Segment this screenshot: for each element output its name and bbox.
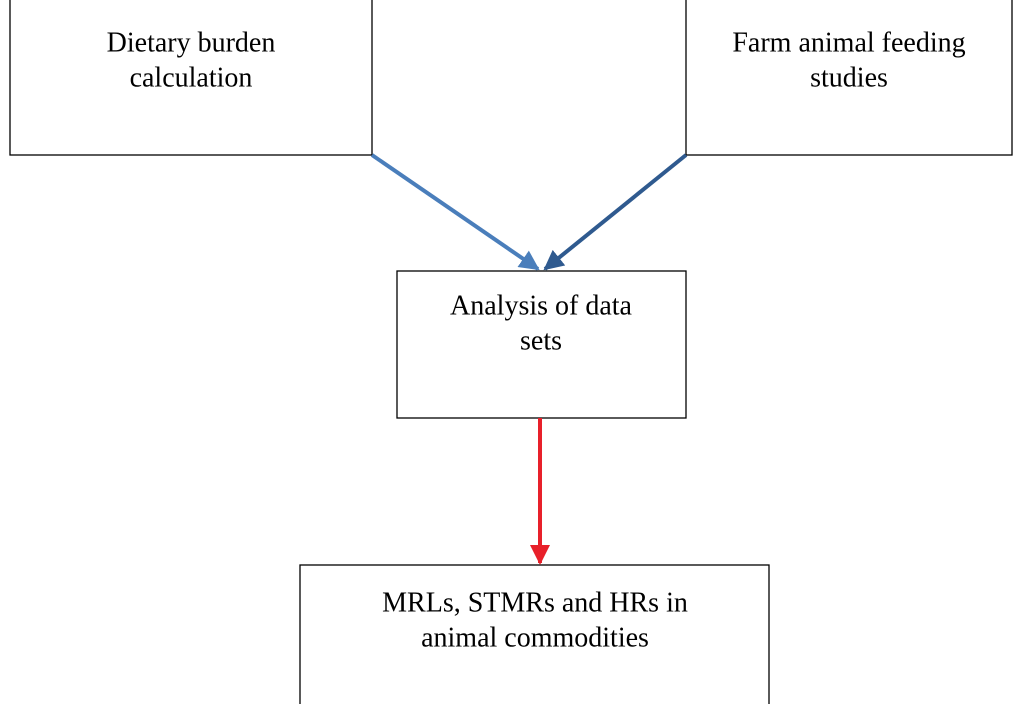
node-label: Analysis of data xyxy=(450,290,633,321)
node-label: sets xyxy=(520,325,562,356)
node-label: Farm animal feeding xyxy=(732,27,965,58)
node-label: studies xyxy=(810,62,888,93)
node-label: MRLs, STMRs and HRs in xyxy=(382,587,688,618)
node-box xyxy=(685,0,1013,156)
node-label: Dietary burden xyxy=(107,27,276,58)
node-box xyxy=(299,564,770,704)
arrow xyxy=(370,153,540,271)
node-box xyxy=(396,270,687,419)
node-box xyxy=(9,0,373,156)
node-label: animal commodities xyxy=(421,622,649,653)
node-label: calculation xyxy=(130,62,253,93)
arrow xyxy=(543,153,688,271)
